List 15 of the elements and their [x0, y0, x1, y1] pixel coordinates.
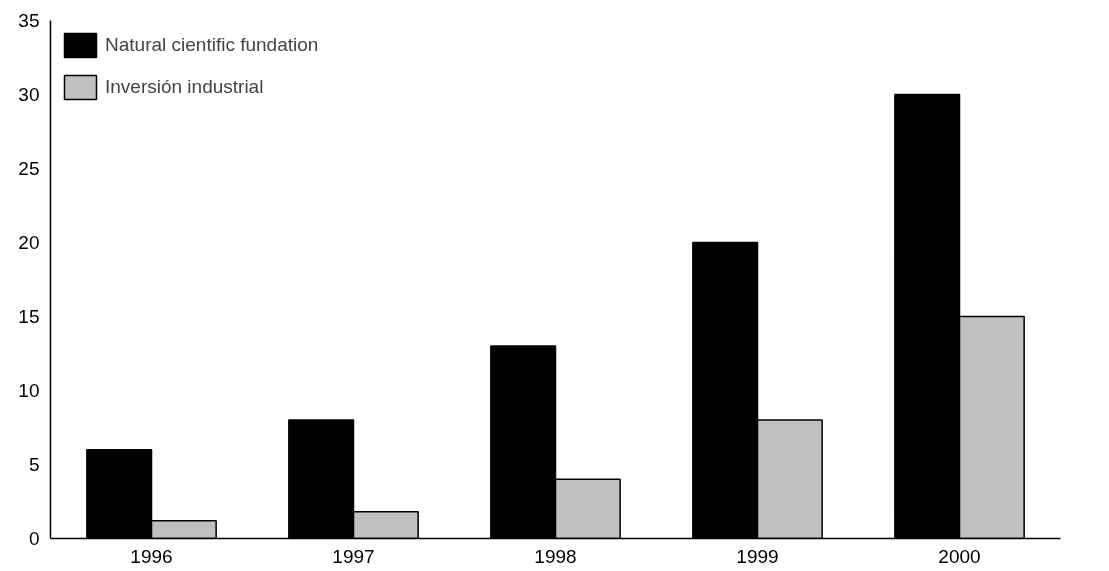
x-tick-label: 1999	[736, 545, 779, 567]
y-tick-label: 20	[18, 232, 40, 253]
y-tick-label: 30	[18, 84, 40, 105]
y-tick-label: 25	[18, 158, 40, 179]
y-tick-label: 5	[28, 454, 40, 475]
x-tick-label: 1998	[534, 545, 577, 567]
y-tick-label: 15	[18, 306, 40, 327]
x-tick-label: 2000	[938, 545, 981, 567]
legend-label: Inversión industrial	[105, 76, 264, 98]
y-tick-label: 0	[28, 528, 40, 549]
x-tick-label: 1997	[332, 545, 375, 567]
x-tick-label: 1996	[130, 545, 173, 567]
y-tick-label: 10	[18, 380, 40, 401]
legend-label: Natural cientific fundation	[105, 34, 319, 56]
y-tick-label: 35	[18, 10, 40, 31]
